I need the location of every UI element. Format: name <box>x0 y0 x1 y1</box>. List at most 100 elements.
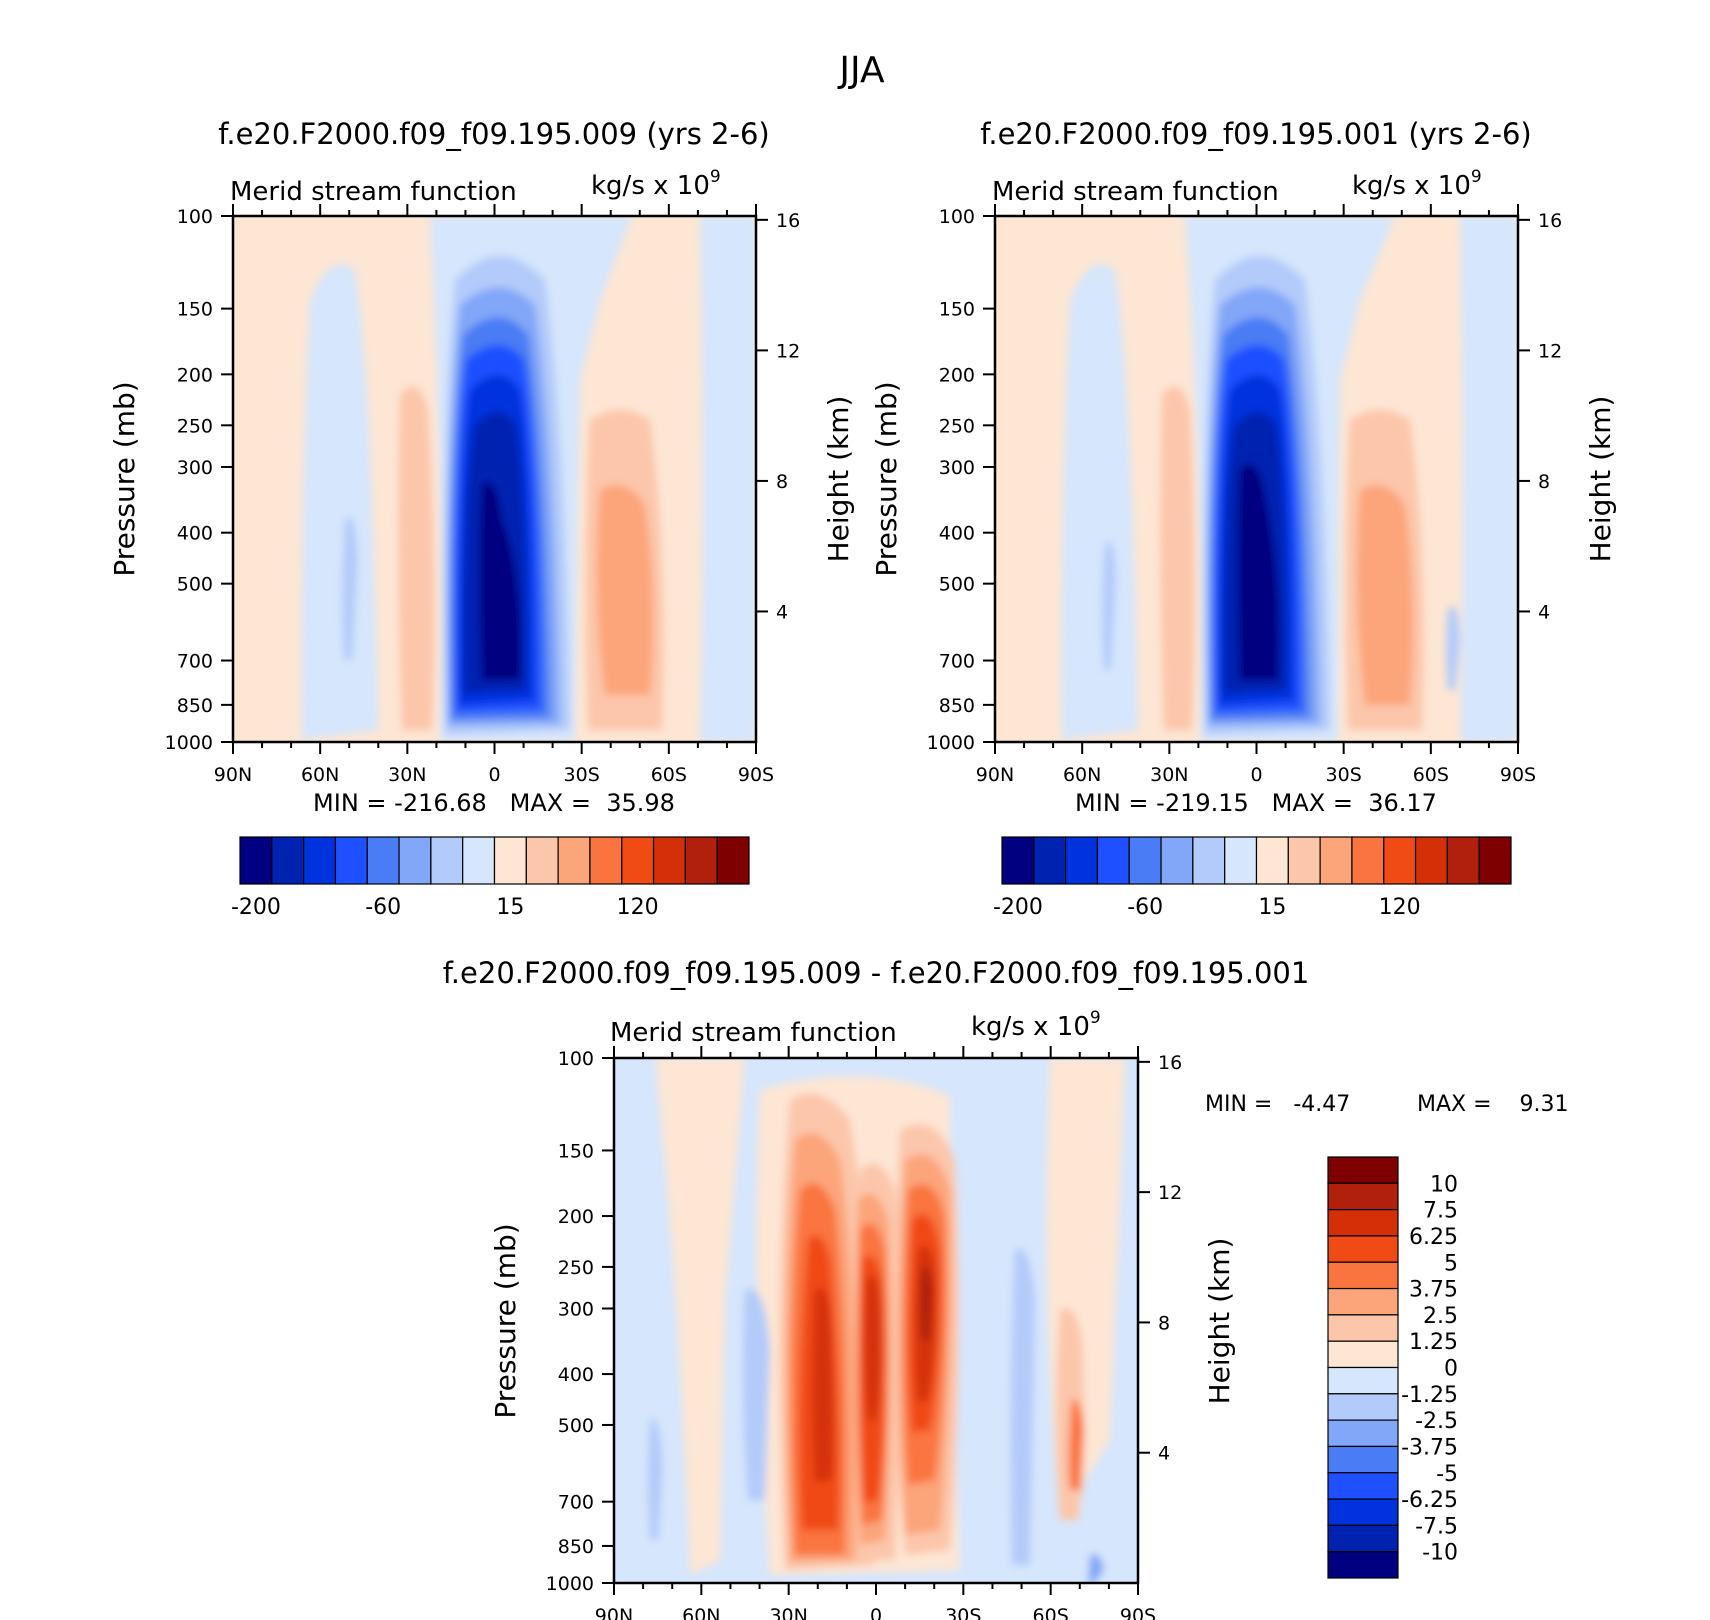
pressure-tick-label: 1000 <box>927 732 975 754</box>
latitude-axis: 90N 60N 30N 0 30S 60S 90S <box>595 1046 1156 1620</box>
height-tick-label: 12 <box>776 340 800 362</box>
latitude-tick-label: 90S <box>1120 1605 1156 1620</box>
height-tick-label: 8 <box>1538 471 1550 493</box>
pressure-tick-label: 150 <box>939 299 975 321</box>
latitude-tick-label: 30S <box>945 1605 981 1620</box>
colorbar-swatch <box>1327 1551 1399 1579</box>
pressure-tick-label: 300 <box>177 457 213 479</box>
colorbar-label: 1.25 <box>1409 1330 1458 1355</box>
latitude-tick-label: 90N <box>214 764 252 786</box>
colorbar-swatch <box>1327 1261 1399 1290</box>
colorbar-swatch <box>1255 836 1289 885</box>
colorbar-swatch <box>1160 836 1194 885</box>
colorbar-swatch <box>1327 1524 1399 1553</box>
colorbar-swatch <box>1327 1393 1399 1421</box>
panel-title: f.e20.F2000.f09_f09.195.001 (yrs 2-6) <box>980 117 1531 151</box>
pressure-axis: 100 150 200 250 300 400 500 700 850 1000 <box>927 206 995 754</box>
pressure-tick-label: 400 <box>939 523 975 545</box>
contour-field <box>233 216 756 742</box>
units-text: kg/s x 10 <box>591 171 710 201</box>
y-axis-label: Pressure (mb) <box>870 381 903 576</box>
height-tick-label: 8 <box>776 471 788 493</box>
height-tick-label: 4 <box>1158 1443 1170 1465</box>
colorbar-label: -3.75 <box>1401 1435 1458 1460</box>
latitude-tick-label: 30N <box>388 764 426 786</box>
colorbar-label: -2.5 <box>1415 1409 1458 1434</box>
height-tick-label: 12 <box>1538 340 1562 362</box>
colorbar-swatch <box>398 836 432 885</box>
units-exponent: 9 <box>1471 167 1482 187</box>
colorbar-swatch <box>430 836 464 885</box>
colorbar-swatch <box>1327 1366 1399 1395</box>
latitude-axis: 90N 60N 30N 0 30S 60S 90S <box>976 204 1536 786</box>
colorbar-label: -10 <box>1422 1541 1458 1566</box>
colorbar-label: -60 <box>365 895 401 920</box>
colorbar-swatch <box>1327 1498 1399 1526</box>
colorbar-swatch <box>334 836 368 885</box>
y-axis-label: Pressure (mb) <box>489 1223 522 1418</box>
colorbar-swatch <box>716 836 750 885</box>
height-tick-label: 8 <box>1158 1312 1170 1334</box>
colorbar-swatch <box>1327 1235 1399 1263</box>
units-text: kg/s x 10 <box>1352 171 1471 201</box>
colorbar: -200 -60 15 120 <box>993 836 1512 920</box>
colorbar-swatch <box>1327 1156 1399 1184</box>
colorbar-label: 15 <box>1258 895 1286 920</box>
latitude-tick-label: 30N <box>769 1605 807 1620</box>
min-max-readout: MIN = -219.15 MAX = 36.17 <box>1075 789 1437 817</box>
colorbar-swatch <box>1327 1340 1399 1369</box>
pressure-tick-label: 1000 <box>546 1573 594 1595</box>
colorbar-label: -6.25 <box>1401 1488 1458 1513</box>
pressure-tick-label: 400 <box>558 1364 594 1386</box>
pressure-tick-label: 400 <box>177 523 213 545</box>
pressure-axis: 100 150 200 250 300 400 500 700 850 1000 <box>165 206 233 754</box>
colorbar-swatch <box>589 836 623 885</box>
colorbar-label: 120 <box>1379 895 1421 920</box>
panel-subtitle-left: Merid stream function <box>992 177 1279 207</box>
height-axis: 16 12 8 4 <box>1518 210 1562 623</box>
latitude-tick-label: 60N <box>682 1605 720 1620</box>
colorbar-swatch <box>271 836 305 885</box>
panel-title: f.e20.F2000.f09_f09.195.009 (yrs 2-6) <box>218 117 769 151</box>
pressure-tick-label: 700 <box>177 651 213 673</box>
colorbar-swatch <box>366 836 400 885</box>
pressure-tick-label: 100 <box>558 1048 594 1070</box>
colorbar-label: 3.75 <box>1409 1278 1458 1303</box>
min-readout: MIN = -4.47 <box>1205 1092 1350 1117</box>
colorbar-label: 0 <box>1444 1357 1458 1382</box>
colorbar-swatch <box>1327 1472 1399 1500</box>
colorbar-label: 120 <box>617 895 659 920</box>
latitude-tick-label: 30S <box>564 764 600 786</box>
pressure-tick-label: 300 <box>939 457 975 479</box>
min-max-readout: MIN = -216.68 MAX = 35.98 <box>313 789 675 817</box>
units-exponent: 9 <box>710 167 721 187</box>
pressure-tick-label: 850 <box>558 1536 594 1558</box>
height-tick-label: 16 <box>776 210 800 232</box>
panel-subtitle-left: Merid stream function <box>230 177 517 207</box>
latitude-tick-label: 90S <box>1500 764 1536 786</box>
height-axis: 16 12 8 4 <box>756 210 800 623</box>
latitude-tick-label: 60S <box>1413 764 1449 786</box>
pressure-tick-label: 150 <box>177 299 213 321</box>
colorbar-swatch <box>1128 836 1162 885</box>
pressure-tick-label: 700 <box>558 1492 594 1514</box>
colorbar-swatch <box>1327 1445 1399 1474</box>
colorbar-swatch <box>239 836 273 885</box>
latitude-axis: 90N 60N 30N 0 30S 60S 90S <box>214 204 774 786</box>
colorbar-label: 6.25 <box>1409 1225 1458 1250</box>
colorbar-swatch <box>1383 836 1417 885</box>
colorbar-swatch <box>1287 836 1321 885</box>
units-exponent: 9 <box>1090 1008 1101 1028</box>
latitude-tick-label: 0 <box>870 1605 882 1620</box>
pressure-tick-label: 250 <box>558 1257 594 1279</box>
colorbar-label: 7.5 <box>1423 1199 1458 1224</box>
colorbar-label: -200 <box>231 895 281 920</box>
colorbar: -200 -60 15 120 <box>231 836 750 920</box>
contour-field <box>995 216 1518 742</box>
colorbar-swatch <box>1327 1419 1399 1448</box>
colorbar-label: -1.25 <box>1401 1383 1458 1408</box>
latitude-tick-label: 60S <box>651 764 687 786</box>
colorbar-swatch <box>1001 836 1035 885</box>
latitude-tick-label: 90S <box>738 764 774 786</box>
